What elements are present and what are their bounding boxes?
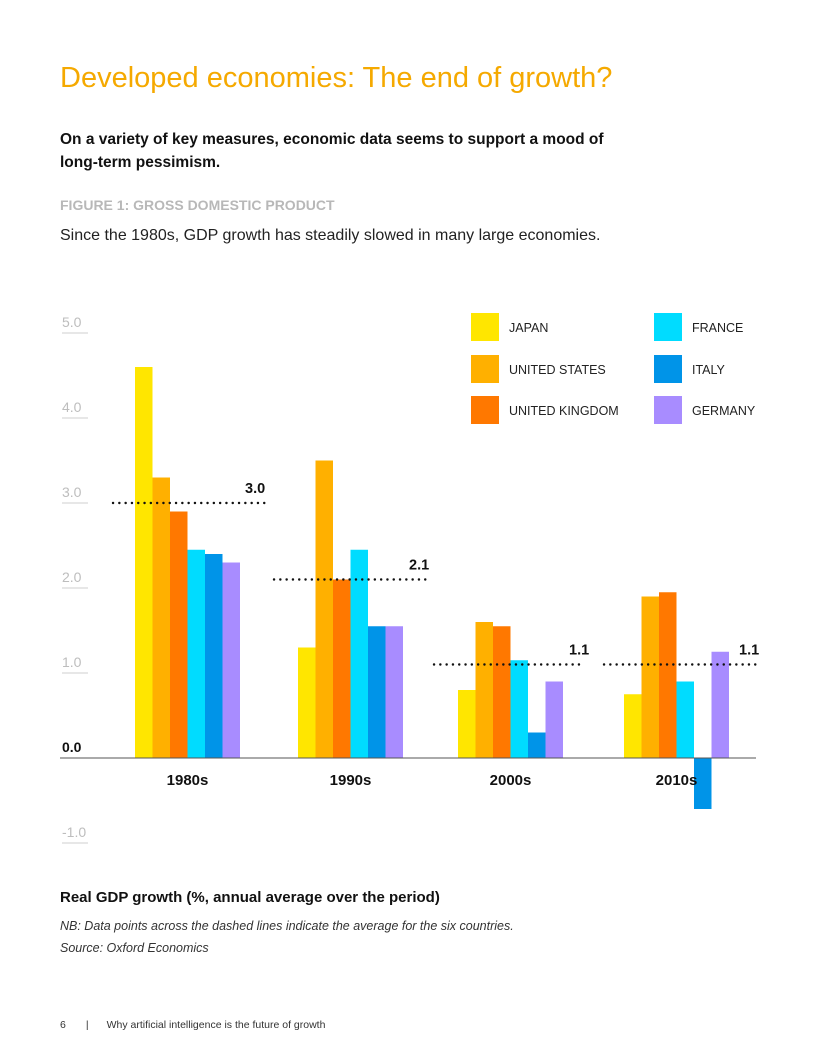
bar-japan-2000s	[458, 690, 476, 758]
bar-italy-2000s	[528, 732, 546, 758]
chart-source: Source: Oxford Economics	[60, 941, 209, 955]
x-category-label: 1980s	[167, 772, 209, 789]
average-label: 2.1	[409, 558, 429, 574]
y-tick-label: 3.0	[62, 484, 82, 500]
page-footer: 6 | Why artificial intelligence is the fut…	[60, 1019, 325, 1031]
bar-germany-1990s	[385, 626, 403, 758]
legend-swatch	[471, 355, 499, 383]
page-title: Developed economies: The end of growth?	[60, 62, 613, 94]
bar-united-kingdom-2000s	[493, 626, 511, 758]
y-tick-label: 4.0	[62, 399, 82, 415]
x-category-label: 1990s	[330, 772, 372, 789]
bar-japan-1990s	[298, 647, 316, 758]
bar-united-states-1990s	[315, 460, 333, 758]
footer-page-number: 6	[60, 1019, 66, 1031]
legend-label: JAPAN	[509, 321, 548, 335]
legend-label: FRANCE	[692, 321, 743, 335]
lead-paragraph: On a variety of key measures, economic d…	[60, 131, 604, 171]
figure-description: Since the 1980s, GDP growth has steadily…	[60, 227, 601, 244]
bar-italy-1980s	[205, 554, 223, 758]
chart-caption: Real GDP growth (%, annual average over …	[60, 889, 440, 906]
y-tick-label: 2.0	[62, 569, 82, 585]
bar-united-kingdom-2010s	[659, 592, 677, 758]
bar-united-states-2000s	[475, 622, 493, 758]
bar-france-1990s	[350, 549, 368, 758]
legend-label: ITALY	[692, 363, 726, 377]
legend-swatch	[654, 355, 682, 383]
legend-swatch	[471, 396, 499, 424]
bar-france-2000s	[510, 660, 528, 758]
footer-text: Why artificial intelligence is the futur…	[106, 1019, 326, 1031]
gdp-bar-chart: 5.0 4.0 3.0 2.0 1.0 0.0 -1.0 1980s 1990s 2000s 201…	[60, 313, 759, 844]
average-label: 3.0	[245, 481, 265, 497]
y-tick-label: 1.0	[62, 654, 82, 670]
bar-italy-1990s	[368, 626, 386, 758]
y-tick-label: 5.0	[62, 314, 82, 330]
average-label: 1.1	[739, 643, 759, 659]
legend-swatch	[654, 313, 682, 341]
legend-label: GERMANY	[692, 404, 756, 418]
bar-united-kingdom-1980s	[170, 511, 188, 758]
y-tick-label: 0.0	[62, 739, 82, 755]
legend-label: UNITED STATES	[509, 363, 606, 377]
legend-label: UNITED KINGDOM	[509, 404, 619, 418]
bar-germany-2010s	[711, 651, 729, 758]
bar-japan-2010s	[624, 694, 642, 758]
x-category-label: 2000s	[490, 772, 532, 789]
bar-france-1980s	[187, 549, 205, 758]
figure-label: FIGURE 1: GROSS DOMESTIC PRODUCT	[60, 197, 335, 213]
bar-japan-1980s	[135, 367, 153, 758]
bar-france-2010s	[676, 681, 694, 758]
bar-germany-1980s	[222, 562, 240, 758]
bar-italy-2010s	[694, 758, 712, 809]
footer-separator: |	[85, 1019, 89, 1031]
bar-germany-2000s	[545, 681, 563, 758]
bar-united-kingdom-1990s	[333, 579, 351, 758]
bar-united-states-2010s	[641, 596, 659, 758]
legend-swatch	[471, 313, 499, 341]
x-category-label: 2010s	[656, 772, 698, 789]
bar-united-states-1980s	[152, 477, 170, 758]
chart-note: NB: Data points across the dashed lines …	[60, 919, 514, 933]
y-tick-label: -1.0	[62, 824, 86, 840]
average-label: 1.1	[569, 643, 589, 659]
legend-swatch	[654, 396, 682, 424]
